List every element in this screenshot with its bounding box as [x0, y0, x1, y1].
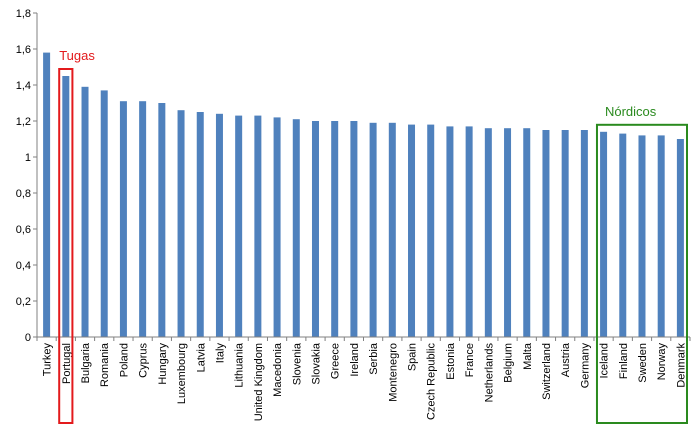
bar — [600, 131, 608, 337]
category-label: Luxembourg — [176, 343, 188, 404]
category-label: Iceland — [599, 343, 611, 378]
bar — [139, 101, 147, 337]
bar — [484, 128, 492, 337]
y-tick-label: 1,8 — [16, 8, 31, 20]
category-label: Turkey — [42, 343, 54, 377]
category-label: Poland — [118, 343, 130, 377]
annotation-box — [58, 68, 74, 424]
y-axis: 0 0,2 0,4 0,6 0,8 1 1,2 1,4 1,6 1,8 — [16, 8, 38, 344]
bar — [254, 115, 262, 337]
bar — [235, 115, 243, 337]
category-label: Sweden — [637, 343, 649, 383]
bar — [331, 121, 339, 337]
annotations: Tugas Nórdicos — [58, 48, 688, 425]
y-tick-label: 1,6 — [16, 44, 31, 56]
y-tick-label: 0 — [25, 332, 31, 344]
category-label: Germany — [579, 343, 591, 389]
category-label: Malta — [522, 342, 534, 370]
bar — [292, 119, 300, 337]
bar — [465, 126, 473, 338]
bar — [657, 135, 665, 337]
category-label: Denmark — [675, 343, 687, 388]
category-label: Czech Republic — [426, 343, 438, 421]
category-label: Romania — [99, 342, 111, 387]
bar — [408, 124, 416, 337]
bar — [311, 121, 319, 337]
annotation-label: Tugas — [59, 48, 95, 63]
bar — [43, 52, 51, 337]
bar — [388, 122, 396, 337]
y-tick-label: 1,2 — [16, 116, 31, 128]
category-label: Netherlands — [483, 343, 495, 403]
category-label: Macedonia — [272, 342, 284, 397]
bar — [119, 101, 127, 337]
x-axis: Turkey Portugal Bulgaria Romania Poland Cypru… — [36, 336, 691, 421]
bar — [369, 122, 377, 337]
category-label: Hungary — [157, 343, 169, 385]
bar — [427, 124, 435, 337]
bar — [638, 135, 646, 337]
category-label: Austria — [560, 342, 572, 377]
bar — [273, 117, 281, 338]
bar — [62, 76, 70, 337]
bar — [158, 103, 166, 337]
bar — [676, 139, 684, 337]
category-label: Portugal — [61, 343, 73, 384]
category-label: Greece — [330, 343, 342, 379]
category-label: Ireland — [349, 343, 361, 377]
annotation-label: Nórdicos — [605, 104, 657, 119]
bar — [523, 128, 531, 337]
category-label: Finland — [618, 343, 630, 379]
bar — [561, 130, 569, 337]
category-label: Montenegro — [387, 343, 399, 402]
category-label: United Kingdom — [253, 343, 265, 421]
category-label: Cyprus — [138, 343, 150, 378]
category-label: France — [464, 343, 476, 377]
y-tick-label: 1 — [25, 152, 31, 164]
category-label: Lithuania — [234, 342, 246, 388]
category-label: Slovakia — [310, 342, 322, 384]
bar — [215, 113, 223, 337]
category-label: Italy — [214, 343, 226, 364]
y-tick-label: 0,4 — [16, 260, 31, 272]
category-label: Spain — [407, 343, 419, 371]
bar — [100, 90, 108, 338]
category-label: Slovenia — [291, 342, 303, 385]
bar — [350, 121, 358, 337]
bar — [619, 133, 627, 337]
category-label: Belgium — [503, 343, 515, 383]
y-tick-label: 0,2 — [16, 296, 31, 308]
y-tick-label: 0,6 — [16, 224, 31, 236]
category-label: Estonia — [445, 342, 457, 380]
category-label: Latvia — [195, 342, 207, 372]
bar — [177, 110, 185, 337]
bars — [43, 52, 684, 338]
bar — [196, 112, 204, 337]
bar — [504, 128, 512, 337]
category-label: Bulgaria — [80, 342, 92, 383]
category-label: Switzerland — [541, 343, 553, 400]
bar — [446, 126, 454, 338]
category-label: Norway — [656, 343, 668, 381]
annotation-box — [595, 123, 688, 425]
bar — [542, 130, 550, 337]
bar — [81, 86, 89, 337]
y-tick-label: 0,8 — [16, 188, 31, 200]
y-tick-label: 1,4 — [16, 80, 31, 92]
bar — [580, 130, 588, 337]
category-label: Serbia — [368, 342, 380, 375]
